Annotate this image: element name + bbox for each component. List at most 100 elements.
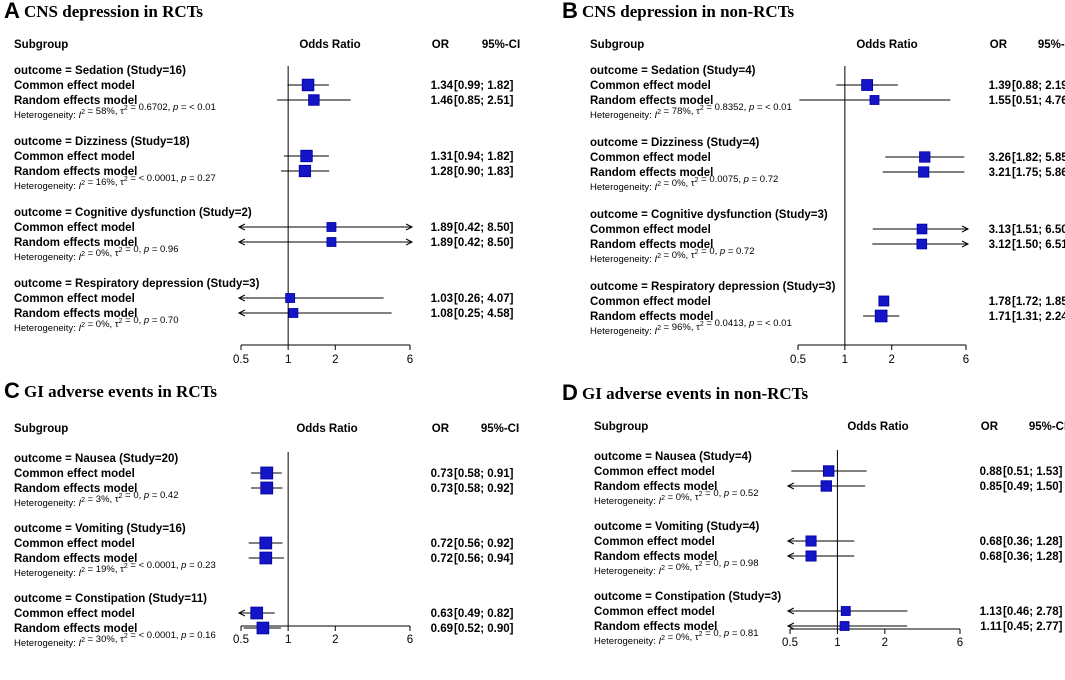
panel-b: B CNS depression in non-RCTs Subgroup Odd…: [562, 0, 1065, 366]
group-title: outcome = Sedation (Study=16): [14, 65, 186, 77]
ci-left-arrow: [237, 309, 246, 317]
header-or: OR: [432, 39, 450, 51]
x-tick-label: 2: [332, 634, 338, 646]
or-value: 1.31: [431, 151, 454, 163]
group-title: outcome = Dizziness (Study=4): [590, 137, 760, 149]
heterogeneity-text: Heterogeneity: I2 = 58%, τ2 = 0.6702, p …: [14, 102, 216, 121]
random-effects-label: Random effects model: [590, 95, 713, 107]
point-estimate-box: [820, 480, 832, 492]
panel-title: GI adverse events in RCTs: [24, 382, 217, 401]
point-estimate-box: [805, 535, 817, 547]
ci-value: [0.52; 0.90]: [454, 623, 514, 635]
ci-value: [0.85; 2.51]: [454, 95, 514, 107]
ci-value: [0.90; 1.83]: [454, 166, 514, 178]
point-estimate-box: [250, 606, 264, 620]
point-estimate-box: [326, 222, 337, 232]
random-effects-label: Random effects model: [14, 166, 137, 178]
ci-value: [1.72; 1.85]: [1012, 296, 1065, 308]
or-value: 1.89: [431, 222, 453, 234]
or-value: 0.63: [431, 608, 453, 620]
ci-value: [1.31; 2.24]: [1012, 311, 1065, 323]
ci-right-arrow: [405, 238, 414, 246]
point-estimate-box: [874, 309, 888, 323]
or-value: 0.85: [980, 481, 1003, 493]
ci-value: [0.94; 1.82]: [454, 151, 514, 163]
heterogeneity-text: Heterogeneity: I2 = 0%, τ2 = 0, p = 0.96: [14, 244, 179, 263]
random-effects-label: Random effects model: [14, 95, 137, 107]
panel-title: CNS depression in RCTs: [24, 2, 204, 21]
group-title: outcome = Vomiting (Study=4): [594, 521, 759, 533]
point-estimate-box: [919, 151, 931, 163]
random-effects-label: Random effects model: [594, 481, 717, 493]
or-value: 1.71: [989, 311, 1012, 323]
heterogeneity-text: Heterogeneity: I2 = 0%, τ2 = 0, p = 0.72: [590, 246, 755, 265]
common-effect-label: Common effect model: [14, 222, 135, 234]
x-tick-label: 6: [957, 637, 963, 649]
x-tick-label: 0.5: [233, 634, 249, 646]
point-estimate-box: [861, 79, 874, 91]
heterogeneity-text: Heterogeneity: I2 = 0%, τ2 = 0, p = 0.70: [14, 315, 179, 334]
ci-left-arrow: [786, 537, 795, 545]
ci-right-arrow: [405, 223, 414, 231]
ci-value: [1.82; 5.85]: [1012, 152, 1065, 164]
ci-value: [0.49; 1.50]: [1003, 481, 1063, 493]
x-tick-label: 6: [407, 634, 413, 646]
common-effect-label: Common effect model: [590, 80, 711, 92]
point-estimate-box: [260, 466, 274, 480]
common-effect-label: Common effect model: [594, 536, 715, 548]
or-value: 0.72: [431, 538, 453, 550]
random-effects-label: Random effects model: [590, 239, 713, 251]
heterogeneity-text: Heterogeneity: I2 = 0%, τ2 = 0.0075, p =…: [590, 174, 778, 193]
heterogeneity-text: Heterogeneity: I2 = 96%, τ2 = 0.0413, p …: [590, 318, 792, 337]
or-value: 1.08: [431, 308, 454, 320]
ci-value: [0.58; 0.91]: [454, 468, 514, 480]
heterogeneity-text: Heterogeneity: I2 = 30%, τ2 = < 0.0001, …: [14, 630, 216, 649]
ci-value: [0.51; 1.53]: [1003, 466, 1063, 478]
or-value: 0.68: [980, 551, 1003, 563]
ci-value: [0.56; 0.92]: [454, 538, 514, 550]
ci-left-arrow: [237, 294, 246, 302]
common-effect-label: Common effect model: [590, 296, 711, 308]
ci-left-arrow: [786, 607, 795, 615]
heterogeneity-text: Heterogeneity: I2 = 3%, τ2 = 0, p = 0.42: [14, 490, 179, 509]
common-effect-label: Common effect model: [14, 80, 135, 92]
header-or: OR: [432, 423, 450, 435]
ci-value: [0.51; 4.76]: [1012, 95, 1065, 107]
or-value: 3.21: [989, 167, 1012, 179]
ci-value: [0.26; 4.07]: [454, 293, 514, 305]
group-title: outcome = Cognitive dysfunction (Study=2…: [14, 207, 252, 219]
point-estimate-box: [916, 223, 928, 235]
ci-value: [0.36; 1.28]: [1003, 536, 1063, 548]
ci-value: [0.56; 0.94]: [454, 553, 514, 565]
heterogeneity-text: Heterogeneity: I2 = 78%, τ2 = 0.8352, p …: [590, 102, 792, 121]
forest-plot-d: Subgroup Odds Ratio OR 95%-CI 0.5 1 2 6 outcome …: [594, 421, 1065, 649]
ci-left-arrow: [237, 223, 246, 231]
common-effect-label: Common effect model: [14, 151, 135, 163]
panel-d: D GI adverse events in non-RCTs Subgroup…: [562, 380, 1065, 680]
group-title: outcome = Nausea (Study=4): [594, 451, 752, 463]
header-ci: 95%-CI: [482, 39, 520, 51]
x-tick-label: 1: [842, 354, 848, 366]
or-value: 1.39: [989, 80, 1011, 92]
ci-value: [1.50; 6.51]: [1012, 239, 1065, 251]
panel-letter: A: [4, 0, 20, 23]
panel-letter: D: [562, 380, 578, 405]
ci-value: [1.51; 6.50]: [1012, 224, 1065, 236]
ci-value: [0.36; 1.28]: [1003, 551, 1063, 563]
common-effect-label: Common effect model: [590, 224, 711, 236]
common-effect-label: Common effect model: [594, 466, 715, 478]
point-estimate-box: [840, 606, 851, 616]
ci-value: [0.45; 2.77]: [1003, 621, 1063, 633]
heterogeneity-text: Heterogeneity: I2 = 0%, τ2 = 0, p = 0.98: [594, 558, 759, 577]
header-or: OR: [990, 39, 1008, 51]
point-estimate-box: [326, 237, 337, 247]
header-effect: Odds Ratio: [296, 423, 357, 435]
ci-left-arrow: [237, 238, 246, 246]
panel-a: A CNS depression in RCTs Subgroup Odds Ra…: [4, 0, 524, 366]
point-estimate-box: [259, 551, 273, 565]
or-value: 0.68: [980, 536, 1003, 548]
random-effects-label: Random effects model: [14, 308, 137, 320]
x-tick-label: 0.5: [782, 637, 798, 649]
group-title: outcome = Constipation (Study=11): [14, 593, 207, 605]
or-value: 0.72: [431, 553, 453, 565]
